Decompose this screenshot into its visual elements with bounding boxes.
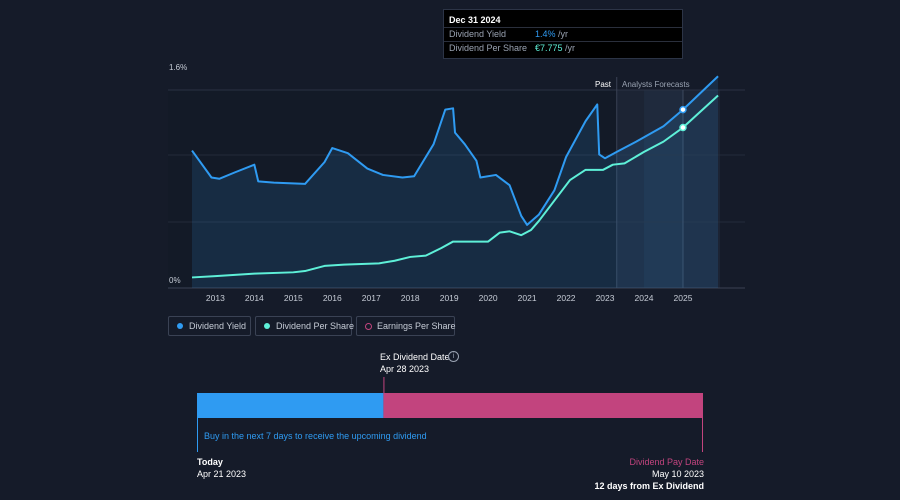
dividend-per-share-line bbox=[191, 94, 719, 279]
tooltip-separator bbox=[444, 27, 682, 28]
legend-dot-yield bbox=[177, 323, 183, 329]
ex-dividend-date: Apr 28 2023 bbox=[380, 364, 430, 374]
ex-dividend-title: Ex Dividend Date bbox=[380, 352, 450, 362]
x-tick-label: 2016 bbox=[323, 293, 342, 303]
x-tick-label: 2024 bbox=[635, 293, 654, 303]
yield-marker-point bbox=[679, 105, 687, 114]
today-date: Apr 21 2023 bbox=[197, 469, 247, 479]
x-tick-label: 2015 bbox=[284, 293, 303, 303]
x-tick-label: 2025 bbox=[674, 293, 693, 303]
legend-dot-eps bbox=[365, 323, 372, 330]
timeline-note: Buy in the next 7 days to receive the up… bbox=[204, 431, 427, 441]
tooltip-row-yield: Dividend Yield 1.4% /yr bbox=[449, 29, 677, 40]
past-label: Past bbox=[595, 80, 612, 89]
tooltip-dps-unit: /yr bbox=[562, 43, 576, 53]
tooltip-date: Dec 31 2024 bbox=[449, 15, 501, 25]
tooltip-value-dps: €7.775 /yr bbox=[535, 43, 575, 53]
x-tick-label: 2022 bbox=[557, 293, 576, 303]
forecast-label: Analysts Forecasts bbox=[622, 80, 690, 89]
info-icon[interactable]: i bbox=[448, 351, 459, 362]
tooltip-label-dps: Dividend Per Share bbox=[449, 43, 528, 53]
legend-dividend-per-share[interactable]: Dividend Per Share bbox=[255, 316, 355, 336]
plot-area-past bbox=[168, 90, 617, 288]
legend-dividend-yield[interactable]: Dividend Yield bbox=[168, 316, 251, 336]
dividend-yield-area bbox=[192, 76, 719, 288]
pay-date-days: 12 days from Ex Dividend bbox=[594, 481, 704, 491]
chart-tooltip: Dec 31 2024 Dividend Yield 1.4% /yr Divi… bbox=[443, 9, 683, 59]
tooltip-value-yield: 1.4% /yr bbox=[535, 29, 568, 39]
dividend-yield-line bbox=[191, 75, 719, 226]
today-title: Today bbox=[197, 457, 223, 467]
legend-earnings-per-share[interactable]: Earnings Per Share bbox=[356, 316, 456, 336]
tooltip-label-yield: Dividend Yield bbox=[449, 29, 507, 39]
legend-label-eps: Earnings Per Share bbox=[377, 321, 456, 331]
x-tick-label: 2021 bbox=[518, 293, 537, 303]
tooltip-separator bbox=[444, 41, 682, 42]
dps-marker-point bbox=[679, 123, 687, 132]
y-tick-top: 1.6% bbox=[169, 63, 188, 72]
x-tick-label: 2013 bbox=[206, 293, 225, 303]
x-tick-label: 2020 bbox=[479, 293, 498, 303]
pay-date-title: Dividend Pay Date bbox=[629, 457, 704, 467]
tooltip-row-dps: Dividend Per Share €7.775 /yr bbox=[449, 43, 677, 54]
tooltip-yield-value: 1.4% bbox=[535, 29, 556, 39]
y-tick-zero: 0% bbox=[169, 276, 181, 285]
legend-dot-dps bbox=[264, 323, 270, 329]
legend-label-yield: Dividend Yield bbox=[189, 321, 247, 331]
legend-label-dps: Dividend Per Share bbox=[276, 321, 355, 331]
x-tick-label: 2014 bbox=[245, 293, 264, 303]
tooltip-dps-value: €7.775 bbox=[535, 43, 563, 53]
forecast-highlight-band bbox=[644, 90, 683, 288]
tooltip-yield-unit: /yr bbox=[555, 29, 569, 39]
x-tick-label: 2018 bbox=[401, 293, 420, 303]
x-tick-label: 2017 bbox=[362, 293, 381, 303]
x-tick-label: 2023 bbox=[596, 293, 615, 303]
pay-date: May 10 2023 bbox=[651, 469, 704, 479]
x-tick-label: 2019 bbox=[440, 293, 459, 303]
